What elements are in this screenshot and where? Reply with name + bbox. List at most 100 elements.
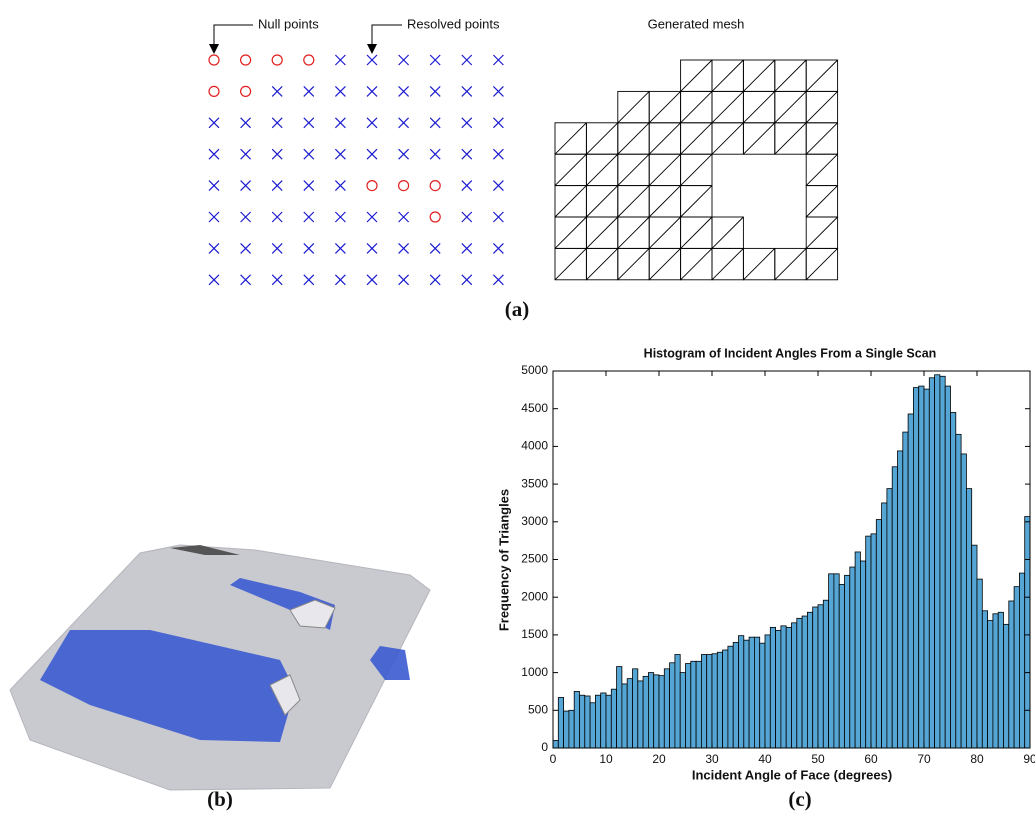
- resolved-point: [430, 149, 440, 159]
- caption: (a): [505, 297, 530, 321]
- bar: [654, 675, 659, 748]
- mesh-edge: [618, 91, 649, 122]
- bar: [945, 386, 950, 748]
- bar: [977, 579, 982, 748]
- bar: [903, 432, 908, 748]
- resolved-point: [493, 243, 503, 253]
- x-tick-label: 20: [652, 752, 666, 766]
- bar: [866, 536, 871, 748]
- resolved-point: [272, 86, 282, 96]
- mesh-edge: [586, 123, 617, 154]
- resolved-point: [335, 275, 345, 285]
- bar: [940, 376, 945, 748]
- bar: [707, 655, 712, 748]
- bar: [670, 663, 675, 748]
- resolved-point: [272, 275, 282, 285]
- bar: [781, 626, 786, 748]
- resolved-point: [209, 212, 219, 222]
- bar: [733, 642, 738, 748]
- mesh-edge: [681, 154, 712, 185]
- mesh-edge: [681, 186, 712, 217]
- resolved-point: [462, 149, 472, 159]
- mesh-edge: [712, 248, 743, 279]
- bar: [595, 695, 600, 748]
- mesh-edge: [806, 91, 837, 122]
- figure: Null points Resolved points Generated me…: [0, 0, 1035, 825]
- bar: [574, 691, 579, 748]
- bar: [1014, 587, 1019, 748]
- bar: [966, 489, 971, 748]
- mesh-edge: [618, 154, 649, 185]
- bar: [829, 574, 834, 748]
- mesh-edge: [806, 60, 837, 91]
- y-tick-label: 500: [528, 702, 548, 716]
- bar: [818, 605, 823, 748]
- resolved-point: [399, 55, 409, 65]
- chart-title: Histogram of Incident Angles From a Sing…: [644, 346, 937, 360]
- resolved-point: [335, 118, 345, 128]
- bar: [924, 389, 929, 748]
- mesh-edge: [586, 186, 617, 217]
- mesh-edge: [681, 60, 712, 91]
- bar: [898, 451, 903, 748]
- mesh-edge: [586, 217, 617, 248]
- x-axis-label: Incident Angle of Face (degrees): [692, 767, 892, 782]
- mesh-edge: [743, 248, 774, 279]
- mesh-edge: [681, 217, 712, 248]
- bar: [680, 673, 685, 748]
- bar: [961, 454, 966, 748]
- bar: [749, 637, 754, 748]
- y-tick-label: 2000: [521, 589, 548, 603]
- y-tick-label: 3000: [521, 514, 548, 528]
- bar: [998, 612, 1003, 748]
- resolved-point: [367, 55, 377, 65]
- panel-c: Histogram of Incident Angles From a Sing…: [496, 346, 1035, 811]
- bar: [972, 545, 977, 748]
- mesh-edge: [775, 248, 806, 279]
- resolved-point: [367, 149, 377, 159]
- bar: [617, 667, 622, 748]
- x-tick-label: 40: [758, 752, 772, 766]
- bar: [701, 655, 706, 748]
- bar: [728, 646, 733, 748]
- bar: [558, 697, 563, 748]
- resolved-point: [367, 118, 377, 128]
- mesh-edge: [618, 248, 649, 279]
- resolved-point: [241, 181, 251, 191]
- resolved-label: Resolved points: [407, 16, 500, 31]
- null-point: [209, 86, 219, 96]
- null-label: Null points: [258, 16, 319, 31]
- resolved-point: [399, 212, 409, 222]
- bar: [696, 661, 701, 748]
- mesh-edge: [806, 186, 837, 217]
- bar: [935, 375, 940, 748]
- mesh-edge: [775, 91, 806, 122]
- x-tick-label: 90: [1023, 752, 1035, 766]
- resolved-point: [430, 118, 440, 128]
- resolved-point: [430, 86, 440, 96]
- mesh-edge: [649, 217, 680, 248]
- bar: [643, 676, 648, 748]
- resolved-point: [241, 275, 251, 285]
- caption: (b): [207, 787, 233, 811]
- mesh: [555, 60, 838, 280]
- bar: [675, 655, 680, 748]
- mesh-edge: [618, 186, 649, 217]
- null-point: [399, 181, 409, 191]
- bar: [686, 664, 691, 748]
- resolved-point: [304, 275, 314, 285]
- x-tick-label: 60: [864, 752, 878, 766]
- mesh-edge: [712, 91, 743, 122]
- resolved-point: [493, 55, 503, 65]
- bar: [882, 503, 887, 748]
- bar: [664, 669, 669, 748]
- bar: [813, 607, 818, 748]
- mesh-edge: [775, 60, 806, 91]
- x-tick-label: 70: [917, 752, 931, 766]
- y-tick-label: 4000: [521, 439, 548, 453]
- mesh-edge: [649, 248, 680, 279]
- bar: [792, 623, 797, 748]
- resolved-point: [399, 149, 409, 159]
- resolved-point: [272, 243, 282, 253]
- mesh-edge: [743, 91, 774, 122]
